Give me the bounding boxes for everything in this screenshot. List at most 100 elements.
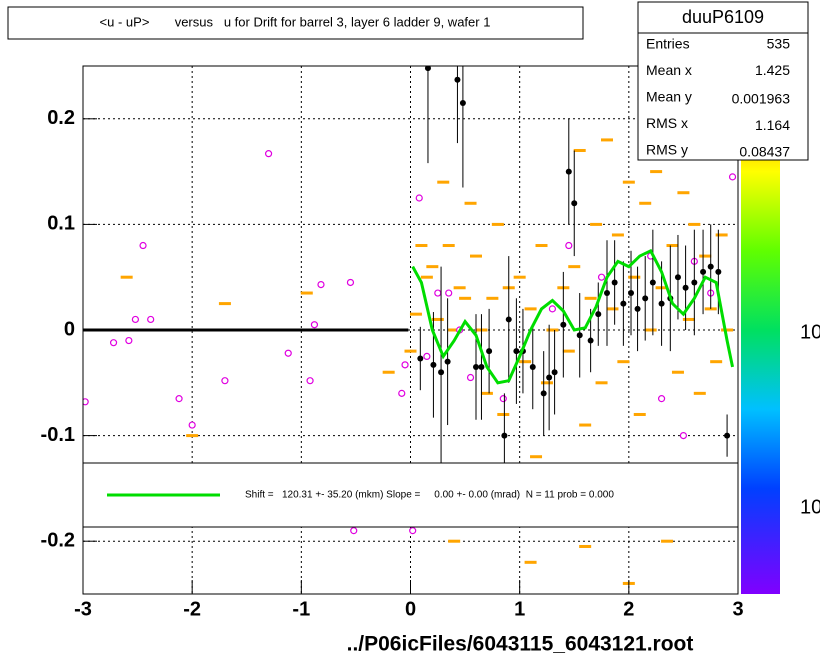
profile-point xyxy=(691,279,698,286)
profile-point xyxy=(587,337,594,344)
profile-point xyxy=(571,200,578,207)
hist-cell xyxy=(562,349,575,353)
hist-cell xyxy=(606,307,619,311)
hist-cell xyxy=(218,302,231,306)
open-point xyxy=(284,349,292,357)
hist-cell xyxy=(437,180,450,184)
hist-cell xyxy=(420,275,433,279)
open-point xyxy=(350,527,358,535)
hist-cell xyxy=(486,296,499,300)
hist-cell xyxy=(415,244,428,248)
stats-label: Mean y xyxy=(646,89,692,105)
profile-point xyxy=(620,300,627,307)
hist-cell xyxy=(540,381,553,385)
profile-point xyxy=(486,348,493,355)
hist-cell xyxy=(464,201,477,205)
open-point xyxy=(597,273,606,281)
hist-cell xyxy=(721,328,734,332)
stats-label: Mean x xyxy=(646,62,692,78)
profile-point xyxy=(658,300,665,307)
hist-cell xyxy=(693,391,706,395)
x-tick-label: 0 xyxy=(405,598,416,620)
open-point xyxy=(221,377,229,385)
hist-cell xyxy=(459,296,472,300)
profile-point xyxy=(444,358,451,365)
x-tick-label: 1 xyxy=(514,598,525,620)
open-point xyxy=(139,241,147,250)
hist-cell xyxy=(530,455,543,459)
hist-cell xyxy=(666,244,679,248)
hist-cell xyxy=(633,412,646,416)
hist-cell xyxy=(448,539,461,543)
open-point xyxy=(548,305,557,313)
open-point xyxy=(434,289,442,297)
profile-point xyxy=(501,432,508,439)
profile-point xyxy=(674,274,681,281)
hist-cell xyxy=(611,233,624,237)
profile-point xyxy=(724,432,731,439)
hist-cell xyxy=(688,222,701,226)
open-point xyxy=(109,339,118,347)
open-point xyxy=(728,173,737,181)
x-axis-label: ../P06icFiles/6043115_6043121.root xyxy=(347,633,694,656)
hist-cell xyxy=(524,560,537,564)
open-point xyxy=(398,389,406,397)
profile-point xyxy=(459,99,466,106)
hist-cell xyxy=(710,360,723,364)
profile-point xyxy=(529,363,536,370)
profile-point xyxy=(700,268,707,275)
profile-point xyxy=(634,305,641,312)
y-tick-label: 0.2 xyxy=(47,107,75,129)
y-tick-label: 0 xyxy=(64,318,75,340)
plot-area xyxy=(83,66,737,585)
hist-cell xyxy=(519,360,532,364)
stats-value: 1.425 xyxy=(755,62,790,78)
stats-value: 535 xyxy=(767,36,791,52)
chart-title: <u - uP> versus u for Drift for barrel 3… xyxy=(100,14,491,29)
stats-label: Entries xyxy=(646,36,690,52)
open-point xyxy=(175,395,183,403)
hist-cell xyxy=(431,317,444,321)
stats-value: 1.164 xyxy=(755,117,790,133)
hist-cell xyxy=(601,138,613,142)
axes: -3 -2 -1 0 1 2 3 -0.2 -0.1 0 0.1 0.2 xyxy=(41,107,744,620)
open-point xyxy=(466,373,475,382)
hist-cell xyxy=(404,349,417,353)
profile-point xyxy=(628,290,635,297)
hist-cell xyxy=(513,275,526,279)
profile-point xyxy=(424,66,431,72)
hist-cell xyxy=(628,275,641,279)
hist-cell xyxy=(715,233,728,237)
profile-point xyxy=(540,390,547,397)
hist-cell xyxy=(426,265,439,269)
hist-cell xyxy=(497,412,510,416)
hist-cell xyxy=(644,328,657,332)
stats-label: RMS x xyxy=(646,115,688,131)
hist-cell xyxy=(590,222,603,226)
hist-cell xyxy=(639,201,652,205)
profile-point xyxy=(513,348,520,355)
open-point xyxy=(317,280,325,289)
open-point xyxy=(188,421,196,429)
profile-point xyxy=(430,361,437,368)
profile-point xyxy=(576,332,583,339)
profile-point xyxy=(642,295,649,302)
hist-cell xyxy=(682,317,695,321)
hist-cell xyxy=(535,244,548,248)
stats-title: duuP6109 xyxy=(682,7,764,27)
open-point xyxy=(409,527,417,535)
hist-cell xyxy=(579,423,592,427)
profile-point xyxy=(611,279,618,286)
x-tick-label: 3 xyxy=(732,598,743,620)
profile-point xyxy=(560,321,567,328)
hist-cell xyxy=(595,381,608,385)
profile-point xyxy=(604,290,610,297)
open-point xyxy=(445,289,453,297)
hist-cell xyxy=(579,544,592,548)
open-point xyxy=(657,395,666,403)
stats-label: RMS y xyxy=(646,142,688,158)
y-tick-label: -0.1 xyxy=(41,424,75,446)
profile-point xyxy=(438,369,445,376)
hist-cell xyxy=(453,286,466,290)
hist-cell xyxy=(650,170,663,174)
